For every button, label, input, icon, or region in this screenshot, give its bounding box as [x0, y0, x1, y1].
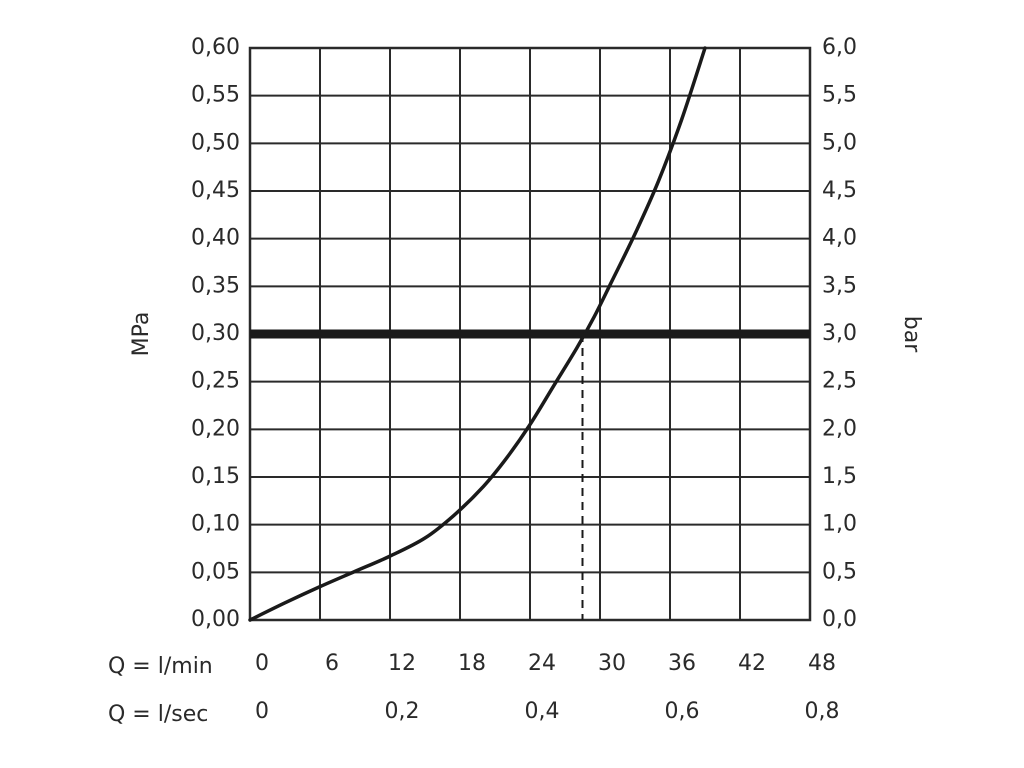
y-left-tick-label: 0,55	[191, 83, 240, 108]
y-right-tick-label: 3,5	[822, 273, 857, 298]
y-left-tick-label: 0,10	[191, 512, 240, 537]
y-right-tick-label: 5,0	[822, 130, 857, 155]
y-left-tick-label: 0,60	[191, 35, 240, 60]
y-right-tick-label: 0,5	[822, 559, 857, 584]
x-secondary-tick-label: 0	[255, 699, 269, 724]
y-left-tick-label: 0,30	[191, 321, 240, 346]
y-left-axis-title: MPa	[129, 312, 154, 357]
y-right-ticks: 0,0 0,5 1,0 1,5 2,0 2,5 3,0 3,5 4,0 4,5 5,0 5,5 6,0	[822, 35, 857, 632]
x-primary-tick-label: 42	[738, 651, 766, 676]
y-left-tick-label: 0,40	[191, 226, 240, 251]
x-primary-tick-label: 18	[458, 651, 486, 676]
series-line	[248, 46, 707, 622]
x-secondary-tick-label: 0,4	[525, 699, 560, 724]
y-left-tick-label: 0,25	[191, 369, 240, 394]
reference-line-group	[250, 329, 810, 620]
y-right-tick-label: 1,0	[822, 512, 857, 537]
y-left-tick-label: 0,20	[191, 416, 240, 441]
y-left-tick-label: 0,35	[191, 273, 240, 298]
y-right-tick-label: 2,0	[822, 416, 857, 441]
y-left-tick-label: 0,05	[191, 559, 240, 584]
y-left-tick-label: 0,00	[191, 607, 240, 632]
y-left-ticks: 0,00 0,05 0,10 0,15 0,20 0,25 0,30 0,35 0,40 0,45…	[191, 35, 240, 632]
x-secondary-tick-label: 0,6	[665, 699, 700, 724]
x-primary-tick-label: 0	[255, 651, 269, 676]
y-right-axis-title: bar	[899, 316, 924, 353]
x-secondary-tick-label: 0,8	[805, 699, 840, 724]
y-right-tick-label: 6,0	[822, 35, 857, 60]
y-left-tick-label: 0,15	[191, 464, 240, 489]
y-right-tick-label: 1,5	[822, 464, 857, 489]
y-right-tick-label: 4,0	[822, 226, 857, 251]
y-right-tick-label: 2,5	[822, 369, 857, 394]
y-left-tick-label: 0,45	[191, 178, 240, 203]
x-secondary-ticks: 0 0,2 0,4 0,6 0,8	[255, 699, 840, 724]
x-primary-tick-label: 24	[528, 651, 556, 676]
x-primary-tick-label: 30	[598, 651, 626, 676]
y-left-tick-label: 0,50	[191, 130, 240, 155]
x-primary-tick-label: 6	[325, 651, 339, 676]
x-primary-tick-label: 48	[808, 651, 836, 676]
y-right-tick-label: 5,5	[822, 83, 857, 108]
series-curve-group	[248, 46, 707, 622]
y-right-tick-label: 0,0	[822, 607, 857, 632]
x-primary-tick-label: 12	[388, 651, 416, 676]
x-primary-axis-title: Q = l/min	[108, 654, 213, 679]
x-secondary-tick-label: 0,2	[385, 699, 420, 724]
x-primary-ticks: 0 6 12 18 24 30 36 42 48	[255, 651, 836, 676]
x-primary-tick-label: 36	[668, 651, 696, 676]
x-secondary-axis-title: Q = l/sec	[108, 702, 208, 727]
y-right-tick-label: 4,5	[822, 178, 857, 203]
y-right-tick-label: 3,0	[822, 321, 857, 346]
